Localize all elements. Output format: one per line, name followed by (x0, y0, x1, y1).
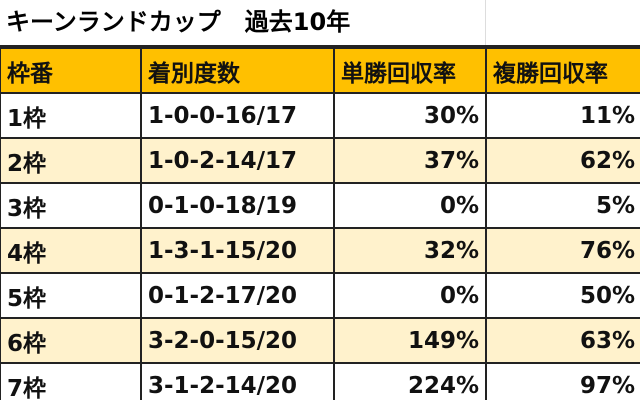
table-row: 1枠 1-0-0-16/17 30% 11% (0, 92, 640, 139)
table-cell: 6枠 (0, 317, 142, 364)
table-cell: 3枠 (0, 182, 142, 229)
header-row: 枠番 着別度数 単勝回収率 複勝回収率 (0, 47, 640, 94)
table-cell: 4枠 (0, 227, 142, 274)
table-cell: 0-1-0-18/19 (140, 182, 335, 229)
table-cell: 149% (333, 317, 487, 364)
table-cell: 11% (485, 92, 640, 139)
table-cell: 7枠 (0, 362, 142, 400)
table-cell: 63% (485, 317, 640, 364)
table-cell: 37% (333, 137, 487, 184)
table-cell: 2枠 (0, 137, 142, 184)
table-cell: 224% (333, 362, 487, 400)
table-row: 2枠 1-0-2-14/17 37% 62% (0, 137, 640, 184)
results-table: 枠番 着別度数 単勝回収率 複勝回収率 1枠 1-0-0-16/17 30% 11% 2… (0, 47, 640, 400)
header-cell: 単勝回収率 (333, 47, 487, 94)
header-cell: 着別度数 (140, 47, 335, 94)
table-cell: 5枠 (0, 272, 142, 319)
table-cell: 50% (485, 272, 640, 319)
table-cell: 1枠 (0, 92, 142, 139)
table-cell: 5% (485, 182, 640, 229)
table-cell: 76% (485, 227, 640, 274)
table-cell: 1-0-2-14/17 (140, 137, 335, 184)
table-cell: 1-3-1-15/20 (140, 227, 335, 274)
table-row: 7枠 3-1-2-14/20 224% 97% (0, 362, 640, 400)
table-cell: 1-0-0-16/17 (140, 92, 335, 139)
header-cell: 枠番 (0, 47, 142, 94)
table-cell: 32% (333, 227, 487, 274)
title-row: キーンランドカップ 過去10年 (0, 0, 640, 47)
table-cell: 3-1-2-14/20 (140, 362, 335, 400)
table-row: 3枠 0-1-0-18/19 0% 5% (0, 182, 640, 229)
table-cell: 30% (333, 92, 487, 139)
table-row: 4枠 1-3-1-15/20 32% 76% (0, 227, 640, 274)
table-cell: 97% (485, 362, 640, 400)
empty-cell (485, 0, 640, 45)
table-cell: 0-1-2-17/20 (140, 272, 335, 319)
table-row: 5枠 0-1-2-17/20 0% 50% (0, 272, 640, 319)
table-cell: 0% (333, 272, 487, 319)
header-cell: 複勝回収率 (485, 47, 640, 94)
table-cell: 3-2-0-15/20 (140, 317, 335, 364)
table-row: 6枠 3-2-0-15/20 149% 63% (0, 317, 640, 364)
table-title: キーンランドカップ 過去10年 (6, 8, 351, 36)
table-cell: 0% (333, 182, 487, 229)
table-cell: 62% (485, 137, 640, 184)
